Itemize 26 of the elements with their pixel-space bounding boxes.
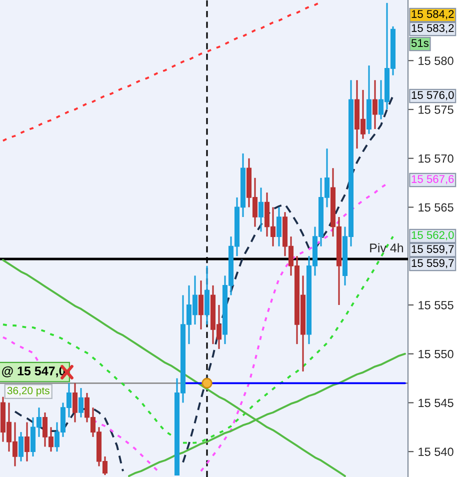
candlestick xyxy=(78,387,84,418)
candlestick xyxy=(276,206,282,248)
text: 51s xyxy=(411,39,429,47)
candlestick xyxy=(258,186,264,232)
text: 15 567,6 xyxy=(412,175,454,184)
y-tick-label: 15 570 xyxy=(418,154,454,163)
y-tick-label: 15 545 xyxy=(418,398,454,408)
y-tick-label: 15 580 xyxy=(418,56,454,65)
y-tick-label: 15 550 xyxy=(418,350,454,358)
candlestick xyxy=(72,382,78,424)
ref-line-label: Piv 4h xyxy=(370,243,404,252)
y-tick-label: 15 565 xyxy=(418,203,454,212)
y-tick-label: 15 555 xyxy=(418,301,454,310)
y-tick-label: 15 540 xyxy=(418,448,454,456)
candlestick xyxy=(372,79,378,130)
text: 15 584,2 xyxy=(412,10,454,20)
text: 15 559,7 xyxy=(412,245,454,254)
text: 15 583,2 xyxy=(412,24,454,34)
text: 15 576,0 xyxy=(412,91,454,100)
y-tick-label: 15 575 xyxy=(418,106,454,114)
text: 15 562,0 xyxy=(412,231,454,240)
text: 15 559,7 xyxy=(412,259,454,268)
candlestick xyxy=(198,280,204,330)
candlestick xyxy=(18,431,24,462)
candlestick xyxy=(24,421,30,462)
annotation: 36,20 pts xyxy=(7,386,50,396)
